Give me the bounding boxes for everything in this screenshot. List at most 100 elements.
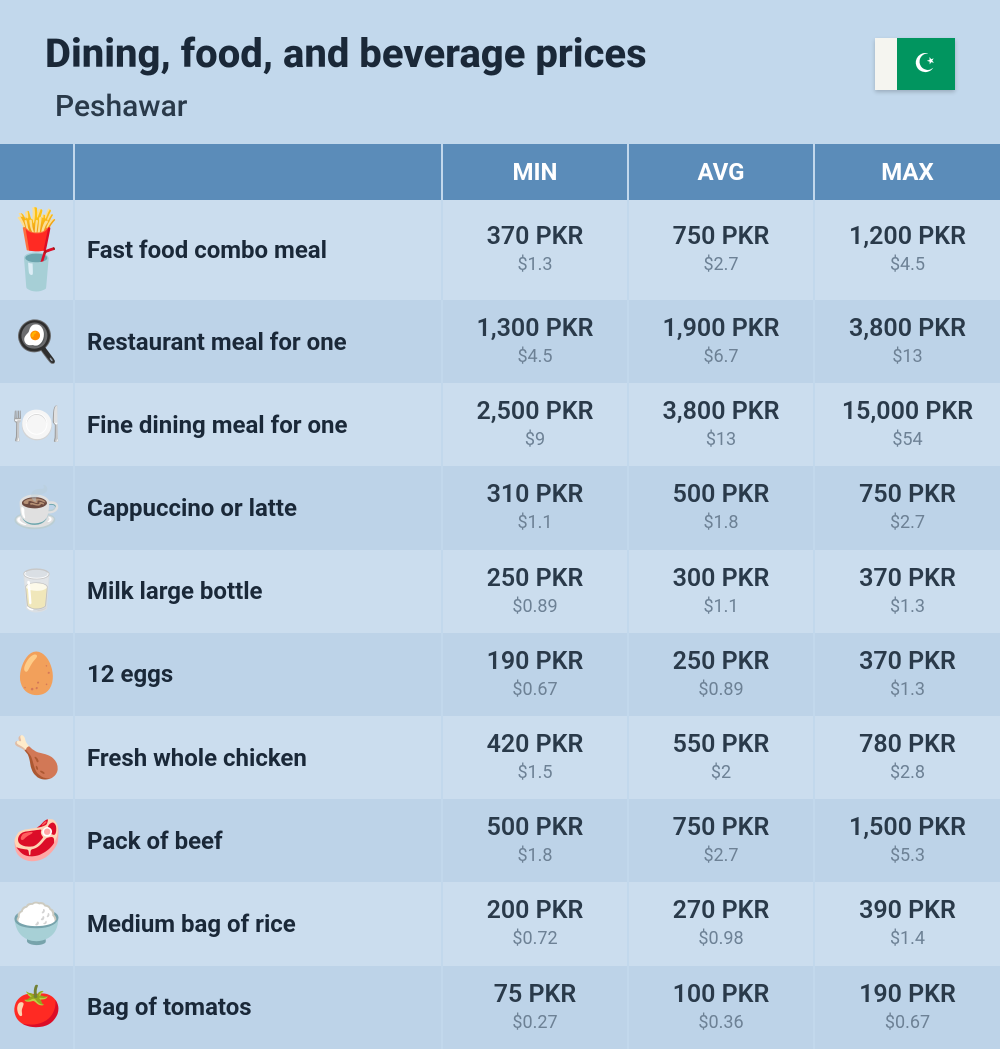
item-name: Restaurant meal for one: [74, 300, 442, 383]
max-price: 370 PKR $1.3: [814, 633, 1000, 716]
item-icon: 🍟🥤: [0, 200, 74, 300]
avg-price: 100 PKR $0.36: [628, 966, 814, 1049]
min-price: 2,500 PKR $9: [442, 383, 628, 466]
max-price: 3,800 PKR $13: [814, 300, 1000, 383]
item-name: 12 eggs: [74, 633, 442, 716]
avg-price: 3,800 PKR $13: [628, 383, 814, 466]
avg-usd: $2.7: [637, 252, 805, 277]
item-icon: 🍚: [0, 882, 74, 965]
min-pkr: 190 PKR: [451, 647, 619, 677]
avg-pkr: 550 PKR: [637, 730, 805, 760]
min-pkr: 200 PKR: [451, 896, 619, 926]
max-usd: $1.4: [823, 926, 992, 951]
max-price: 190 PKR $0.67: [814, 966, 1000, 1049]
max-usd: $4.5: [823, 252, 992, 277]
avg-pkr: 500 PKR: [637, 480, 805, 510]
table-row: ☕ Cappuccino or latte 310 PKR $1.1 500 P…: [0, 466, 1000, 549]
min-pkr: 250 PKR: [451, 564, 619, 594]
min-usd: $9: [451, 427, 619, 452]
item-icon: 🥚: [0, 633, 74, 716]
min-pkr: 75 PKR: [451, 980, 619, 1010]
min-usd: $0.27: [451, 1010, 619, 1035]
max-usd: $54: [823, 427, 992, 452]
min-price: 200 PKR $0.72: [442, 882, 628, 965]
min-price: 370 PKR $1.3: [442, 200, 628, 300]
min-pkr: 370 PKR: [451, 222, 619, 252]
min-price: 190 PKR $0.67: [442, 633, 628, 716]
max-usd: $2.8: [823, 760, 992, 785]
table-header-row: MIN AVG MAX: [0, 144, 1000, 200]
avg-pkr: 300 PKR: [637, 564, 805, 594]
avg-price: 250 PKR $0.89: [628, 633, 814, 716]
avg-usd: $6.7: [637, 344, 805, 369]
item-name: Fast food combo meal: [74, 200, 442, 300]
item-icon: 🍗: [0, 716, 74, 799]
min-pkr: 310 PKR: [451, 480, 619, 510]
col-name: [74, 144, 442, 200]
avg-usd: $0.36: [637, 1010, 805, 1035]
item-icon: 🍽️: [0, 383, 74, 466]
max-price: 750 PKR $2.7: [814, 466, 1000, 549]
min-price: 1,300 PKR $4.5: [442, 300, 628, 383]
max-usd: $1.3: [823, 594, 992, 619]
min-pkr: 1,300 PKR: [451, 314, 619, 344]
max-pkr: 750 PKR: [823, 480, 992, 510]
max-pkr: 3,800 PKR: [823, 314, 992, 344]
item-icon: ☕: [0, 466, 74, 549]
min-price: 75 PKR $0.27: [442, 966, 628, 1049]
min-usd: $0.89: [451, 594, 619, 619]
min-price: 420 PKR $1.5: [442, 716, 628, 799]
max-usd: $1.3: [823, 677, 992, 702]
table-row: 🍅 Bag of tomatos 75 PKR $0.27 100 PKR $0…: [0, 966, 1000, 1049]
max-usd: $13: [823, 344, 992, 369]
table-row: 🍚 Medium bag of rice 200 PKR $0.72 270 P…: [0, 882, 1000, 965]
item-name: Milk large bottle: [74, 550, 442, 633]
min-price: 250 PKR $0.89: [442, 550, 628, 633]
avg-price: 750 PKR $2.7: [628, 200, 814, 300]
table-row: 🍗 Fresh whole chicken 420 PKR $1.5 550 P…: [0, 716, 1000, 799]
max-price: 1,500 PKR $5.3: [814, 799, 1000, 882]
avg-usd: $1.1: [637, 594, 805, 619]
avg-pkr: 250 PKR: [637, 647, 805, 677]
pakistan-flag-icon: ☪: [875, 38, 955, 90]
avg-pkr: 750 PKR: [637, 222, 805, 252]
avg-usd: $0.98: [637, 926, 805, 951]
max-price: 390 PKR $1.4: [814, 882, 1000, 965]
item-name: Bag of tomatos: [74, 966, 442, 1049]
min-usd: $0.67: [451, 677, 619, 702]
header-text: Dining, food, and beverage prices Peshaw…: [45, 30, 647, 124]
min-price: 500 PKR $1.8: [442, 799, 628, 882]
max-pkr: 15,000 PKR: [823, 397, 992, 427]
max-usd: $0.67: [823, 1010, 992, 1035]
col-icon: [0, 144, 74, 200]
table-row: 🥚 12 eggs 190 PKR $0.67 250 PKR $0.89 37…: [0, 633, 1000, 716]
max-price: 1,200 PKR $4.5: [814, 200, 1000, 300]
avg-price: 550 PKR $2: [628, 716, 814, 799]
location-name: Peshawar: [55, 89, 647, 124]
avg-usd: $13: [637, 427, 805, 452]
avg-usd: $0.89: [637, 677, 805, 702]
item-name: Fresh whole chicken: [74, 716, 442, 799]
max-price: 780 PKR $2.8: [814, 716, 1000, 799]
min-usd: $1.3: [451, 252, 619, 277]
avg-pkr: 750 PKR: [637, 813, 805, 843]
min-usd: $1.5: [451, 760, 619, 785]
table-body: 🍟🥤 Fast food combo meal 370 PKR $1.3 750…: [0, 200, 1000, 1049]
avg-pkr: 1,900 PKR: [637, 314, 805, 344]
avg-price: 1,900 PKR $6.7: [628, 300, 814, 383]
max-pkr: 1,500 PKR: [823, 813, 992, 843]
max-pkr: 370 PKR: [823, 564, 992, 594]
min-usd: $4.5: [451, 344, 619, 369]
avg-usd: $1.8: [637, 510, 805, 535]
min-usd: $1.1: [451, 510, 619, 535]
item-icon: 🍳: [0, 300, 74, 383]
min-pkr: 2,500 PKR: [451, 397, 619, 427]
item-icon: 🥛: [0, 550, 74, 633]
max-pkr: 1,200 PKR: [823, 222, 992, 252]
item-name: Cappuccino or latte: [74, 466, 442, 549]
prices-table: MIN AVG MAX 🍟🥤 Fast food combo meal 370 …: [0, 144, 1000, 1049]
min-pkr: 500 PKR: [451, 813, 619, 843]
avg-usd: $2.7: [637, 843, 805, 868]
max-pkr: 780 PKR: [823, 730, 992, 760]
max-pkr: 190 PKR: [823, 980, 992, 1010]
